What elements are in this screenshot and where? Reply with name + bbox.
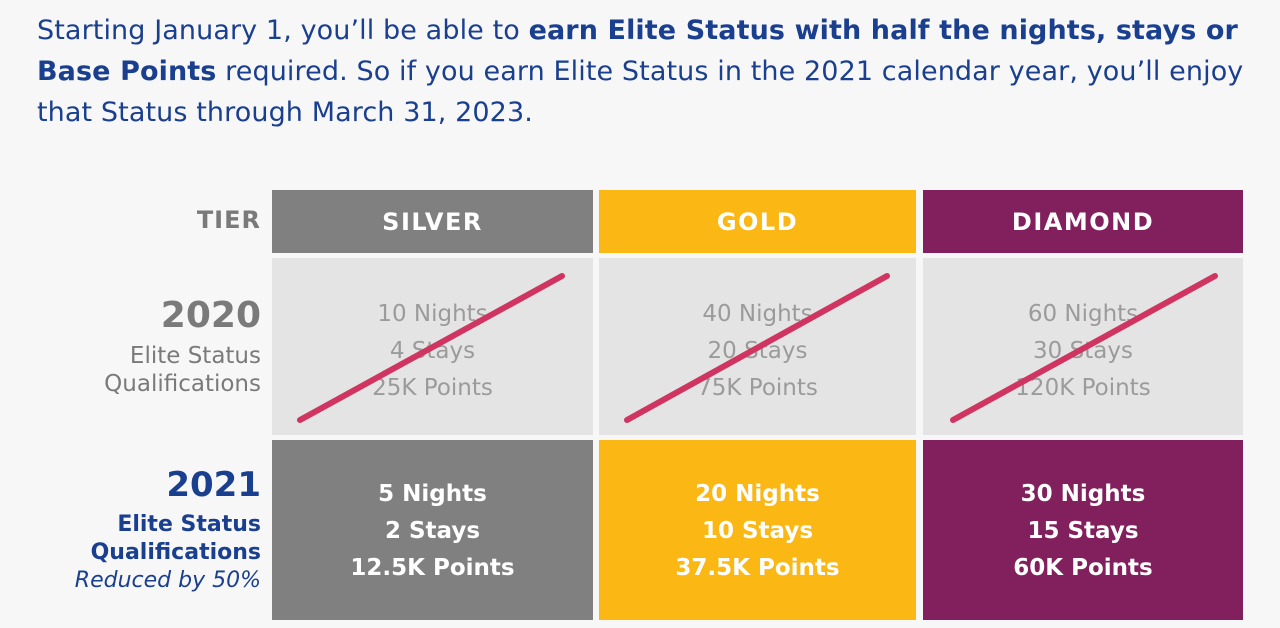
new-points: 12.5K Points [350, 555, 515, 581]
old-requirements-gold: 40 Nights 20 Stays 75K Points [599, 258, 916, 435]
new-requirements-silver: 5 Nights 2 Stays 12.5K Points [272, 440, 593, 620]
new-requirements-diamond: 30 Nights 15 Stays 60K Points [923, 440, 1243, 620]
old-requirements-diamond: 60 Nights 30 Stays 120K Points [923, 258, 1243, 435]
strikethrough-line [297, 273, 565, 423]
new-stays: 2 Stays [384, 518, 481, 544]
new-nights: 30 Nights [1020, 481, 1146, 507]
year-2021-label: 2021 [166, 465, 261, 505]
new-points: 37.5K Points [675, 555, 840, 581]
qualifications-2020-line2: Qualifications [104, 371, 261, 397]
new-nights: 5 Nights [378, 481, 487, 507]
old-nights: 10 Nights [377, 301, 488, 327]
new-nights: 20 Nights [695, 481, 820, 507]
qualifications-2021-label: Elite Status Qualifications [20, 511, 261, 567]
new-stays: 10 Stays [701, 518, 814, 544]
qualifications-2021-line2: Qualifications [90, 540, 261, 565]
old-points: 75K Points [697, 375, 818, 401]
intro-text-end: required. So if you earn Elite Status in… [37, 56, 1244, 128]
strikethrough-line [624, 273, 890, 423]
intro-paragraph: Starting January 1, you’ll be able to ea… [37, 10, 1252, 133]
qualifications-2020-line1: Elite Status [129, 343, 261, 369]
old-nights: 60 Nights [1027, 301, 1139, 327]
old-nights: 40 Nights [702, 301, 813, 327]
strikethrough-line [950, 273, 1218, 423]
old-points: 25K Points [372, 375, 493, 401]
intro-text-highlight: earn Elite Status with half the nights, … [37, 15, 1238, 87]
year-2020-label: 2020 [160, 295, 261, 336]
new-stays: 15 Stays [1027, 518, 1139, 544]
new-requirements-gold: 20 Nights 10 Stays 37.5K Points [599, 440, 916, 620]
old-requirements-silver: 10 Nights 4 Stays 25K Points [272, 258, 593, 435]
old-points: 120K Points [1015, 375, 1151, 401]
tier-header-diamond: DIAMOND [923, 190, 1243, 253]
tier-label: TIER [196, 206, 261, 234]
intro-text-start: Starting January 1, you’ll be able to [37, 15, 529, 46]
qualifications-2020-label: Elite Status Qualifications [20, 342, 261, 398]
reduced-note: Reduced by 50% [74, 568, 261, 593]
new-points: 60K Points [1013, 555, 1153, 581]
tier-header-gold: GOLD [599, 190, 916, 253]
qualifications-2021-line1: Elite Status [117, 512, 261, 537]
tier-header-silver: SILVER [272, 190, 593, 253]
